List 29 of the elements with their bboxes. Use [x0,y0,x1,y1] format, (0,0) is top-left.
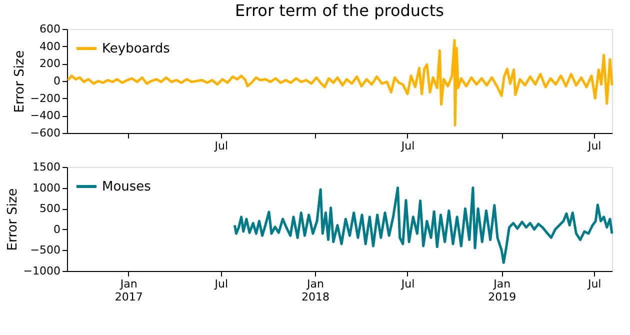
line-series [233,186,614,264]
y-tick-label: −1000 [23,264,60,278]
line-series [66,39,614,126]
x-tick-label: Jul [214,140,228,152]
y-tick-label: 500 [40,202,60,216]
y-tick-label: 0 [54,74,60,88]
chart-title: Error term of the products [235,1,444,20]
y-tick-label: −400 [30,109,60,122]
x-tick-label: Jul [586,278,602,290]
y-tick-label: 1000 [32,181,60,194]
legend-label: Keyboards [102,42,170,56]
y-tick-label: 400 [40,40,60,53]
y-tick-label: 200 [40,57,60,70]
y-tick-label: 600 [40,22,60,36]
x-tick-label: Jul [400,278,415,290]
x-tick-label: Jul [400,140,415,152]
x-tick-label: Jul [214,278,228,290]
x-tick-label: Jul [586,140,602,152]
y-tick-label: 1500 [32,160,60,174]
y-tick-label: −600 [30,126,60,140]
y-tick-label: −500 [30,244,60,257]
x-tick-label: Jan 2018 [301,278,330,304]
legend-label: Mouses [102,180,152,194]
x-tick-label: Jan 2019 [488,278,516,304]
y-tick-label: −200 [30,92,60,105]
y-axis-title: Error Size [5,188,20,251]
y-tick-label: 0 [54,222,60,236]
y-axis-title: Error Size [12,50,28,113]
x-tick-label: Jan 2017 [114,278,143,304]
